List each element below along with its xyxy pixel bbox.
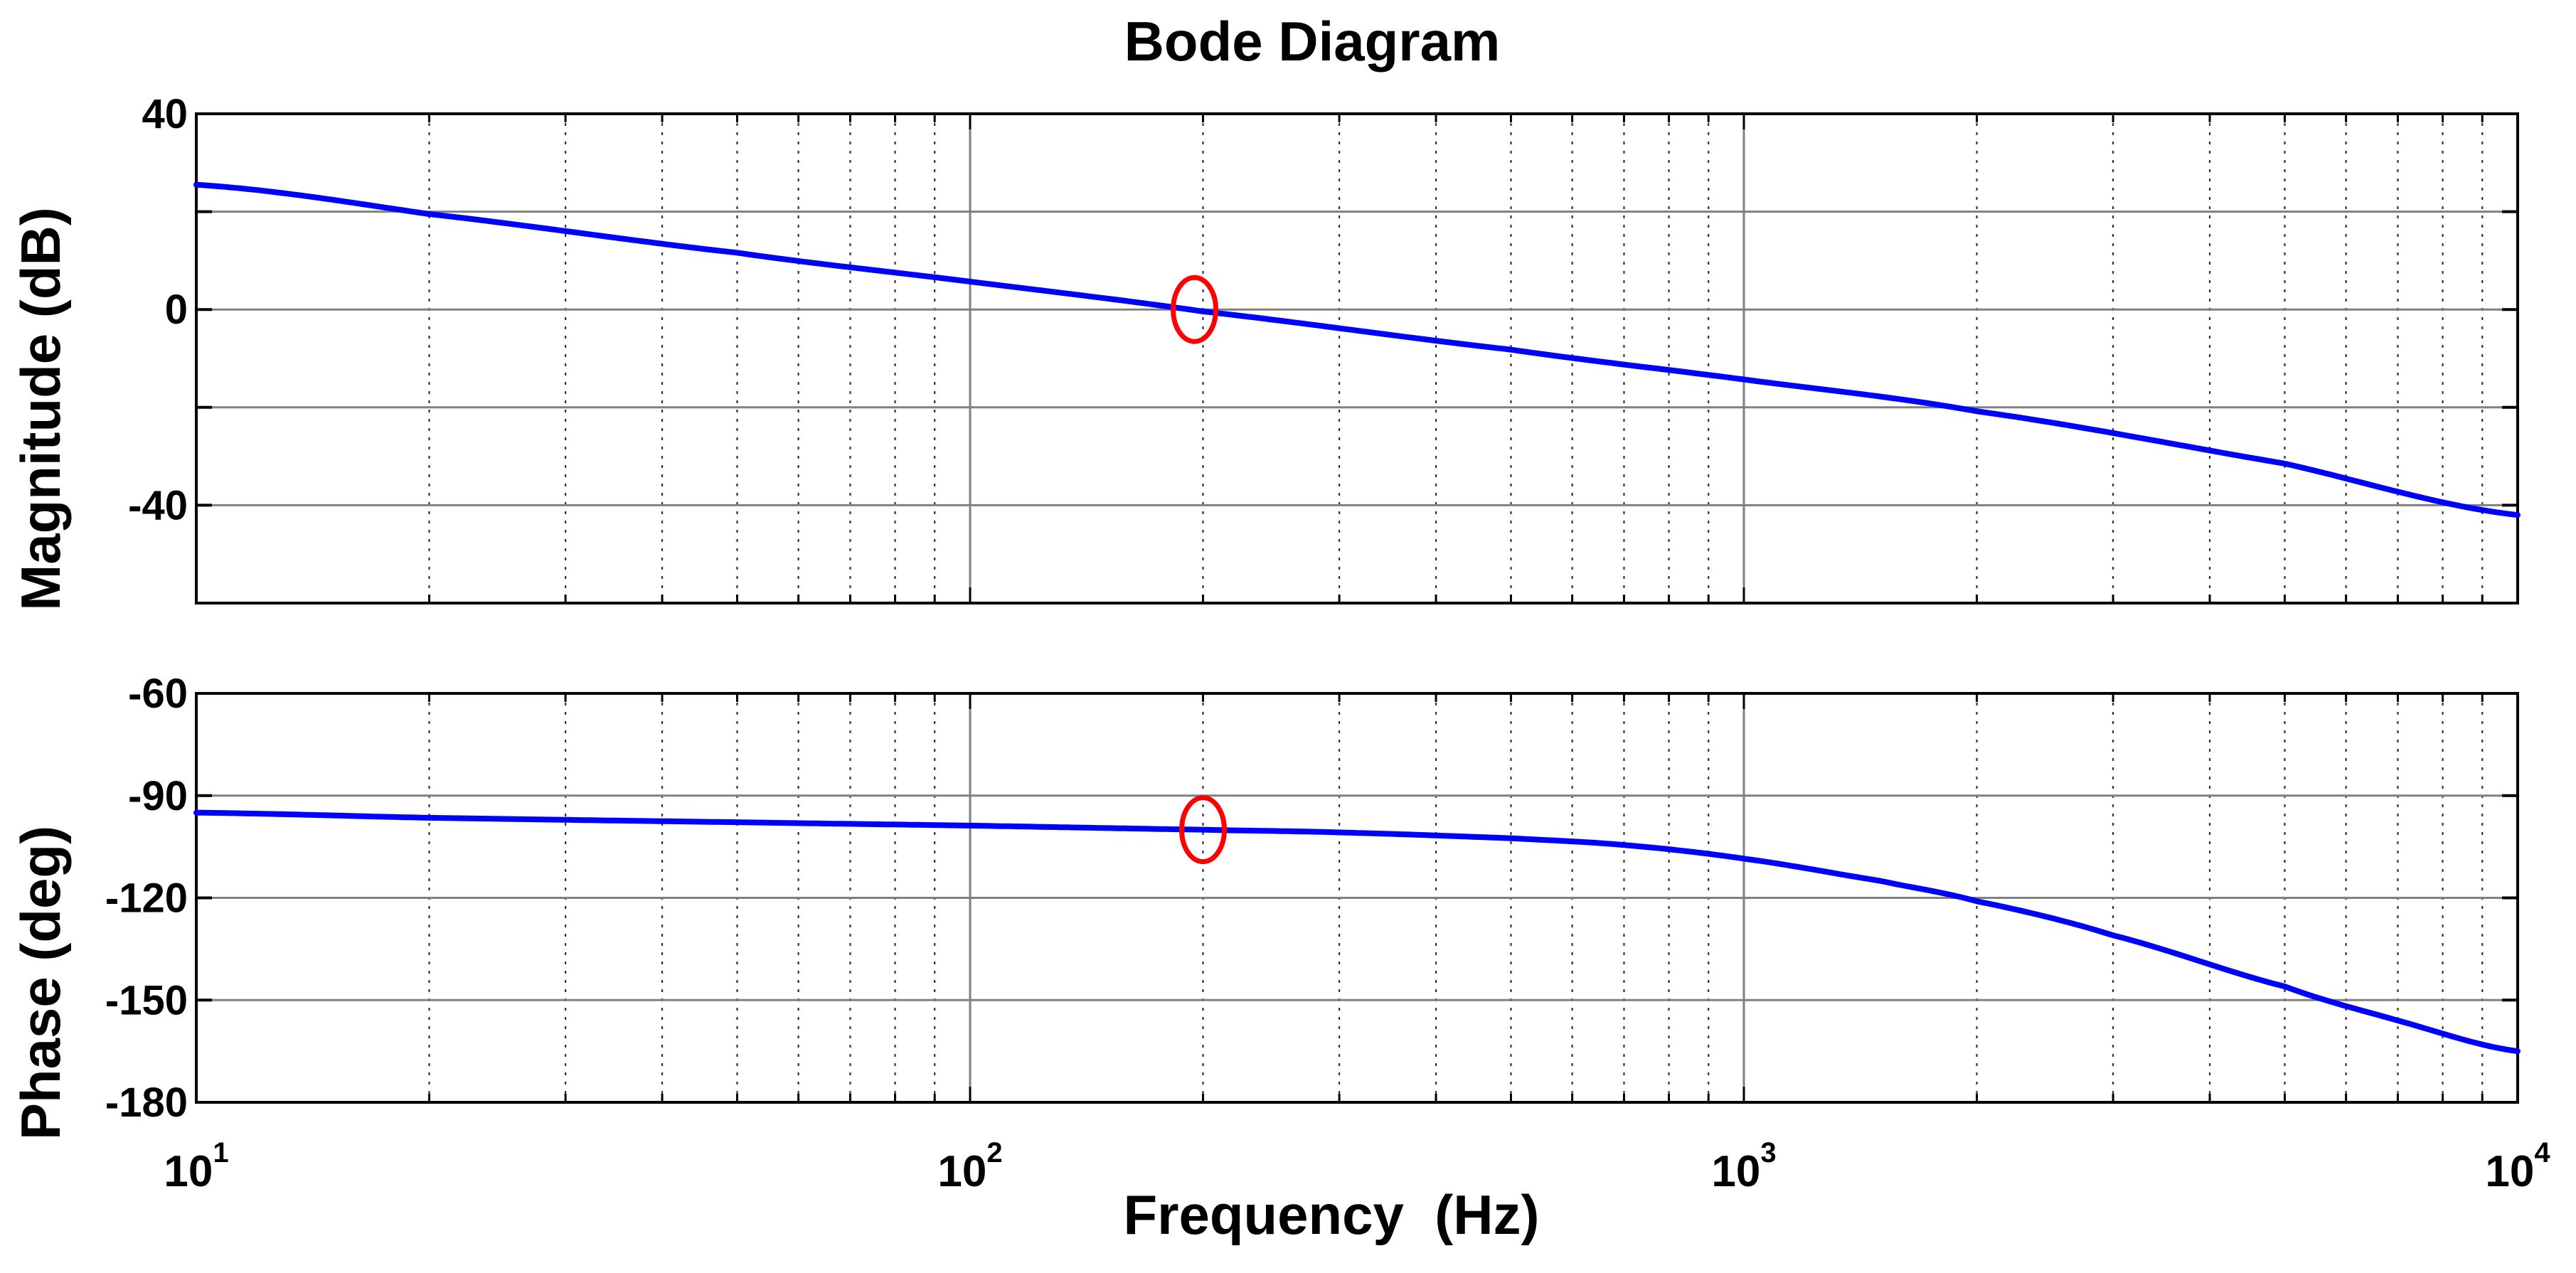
chart-title: Bode Diagram [1124, 10, 1501, 73]
y-tick-label: 40 [142, 91, 188, 137]
y-tick-label: 0 [165, 287, 188, 333]
phase-curve [193, 809, 2521, 1055]
y-tick-label: -180 [105, 1080, 188, 1126]
y-tick-label: -40 [128, 482, 188, 528]
y-tick-label: -60 [128, 671, 188, 717]
magnitude-curve [193, 181, 2521, 518]
x-tick-label: 102 [937, 1137, 1002, 1196]
x-tick-label: 103 [1711, 1137, 1776, 1196]
phase-axis-label: Phase (deg) [9, 826, 72, 1140]
x-tick-label: 101 [164, 1137, 228, 1196]
x-tick-label: 104 [2485, 1137, 2550, 1196]
phase-plot: -60 -90 -120 -150 -180 101 102 103 104 [105, 671, 2550, 1196]
magnitude-plot: 40 0 -40 [128, 91, 2521, 604]
y-tick-label: -90 [128, 773, 188, 819]
magnitude-axis-label: Magnitude (dB) [9, 207, 72, 611]
frequency-axis-label: Frequency (Hz) [1123, 1183, 1539, 1246]
y-tick-label: -120 [105, 875, 188, 922]
y-tick-label: -150 [105, 977, 188, 1023]
crossover-marker [1171, 275, 1219, 344]
crossover-marker [1179, 795, 1228, 865]
plot-frame [195, 112, 2519, 604]
